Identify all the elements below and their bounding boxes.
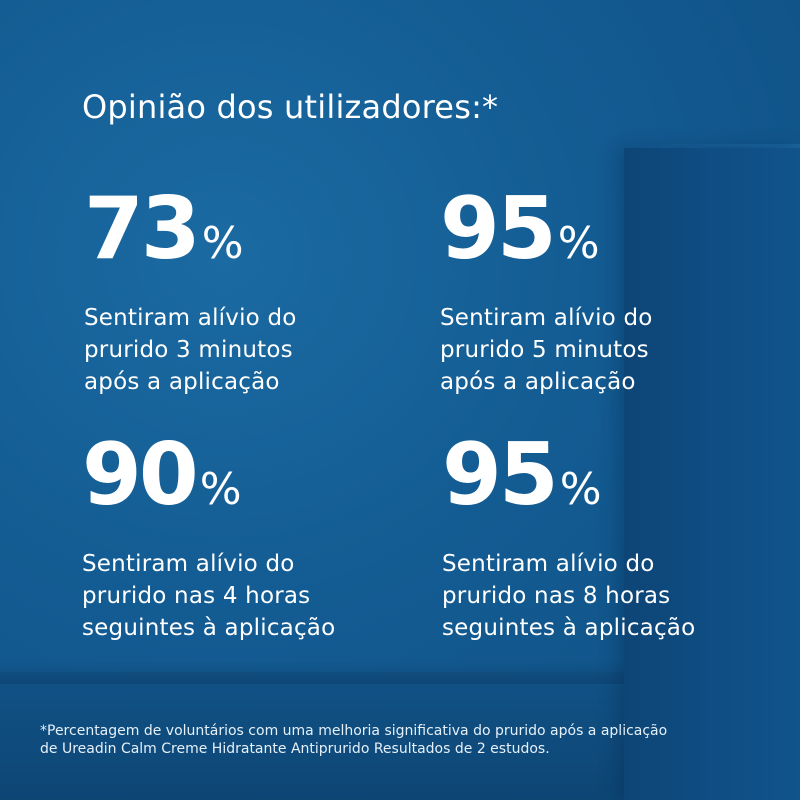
- stat-description-line: prurido 3 minutos: [84, 337, 293, 363]
- stat-description-line: Sentiram alívio do: [442, 551, 655, 577]
- footnote-line: de Ureadin Calm Creme Hidratante Antipru…: [40, 741, 550, 757]
- stat-description-line: Sentiram alívio do: [82, 551, 295, 577]
- stat-description: Sentiram alívio do prurido 3 minutos apó…: [84, 302, 414, 398]
- stat-description: Sentiram alívio do prurido nas 8 horas s…: [442, 548, 772, 644]
- stat-description-line: Sentiram alívio do: [84, 305, 297, 331]
- stat-unit: %: [199, 464, 242, 515]
- stat-description-line: após a aplicação: [440, 369, 636, 395]
- stat-number: 73: [84, 179, 201, 279]
- stat-value: 95 %: [440, 186, 770, 272]
- stat-description-line: seguintes à aplicação: [442, 615, 696, 641]
- stat-block-2: 95 % Sentiram alívio do prurido 5 minuto…: [440, 186, 770, 398]
- stat-number: 95: [440, 179, 557, 279]
- stat-number: 90: [82, 425, 199, 525]
- stat-unit: %: [557, 218, 600, 269]
- stat-description-line: prurido nas 4 horas: [82, 583, 311, 609]
- footnote-line: *Percentagem de voluntários com uma melh…: [40, 723, 668, 739]
- stat-description-line: prurido 5 minutos: [440, 337, 649, 363]
- stat-number: 95: [442, 425, 559, 525]
- stat-unit: %: [559, 464, 602, 515]
- stat-unit: %: [201, 218, 244, 269]
- backdrop-pedestal: [624, 148, 800, 800]
- stat-description: Sentiram alívio do prurido 5 minutos apó…: [440, 302, 770, 398]
- footnote: *Percentagem de voluntários com uma melh…: [40, 722, 780, 758]
- stat-value: 73 %: [84, 186, 414, 272]
- stat-description-line: após a aplicação: [84, 369, 280, 395]
- page-title: Opinião dos utilizadores:*: [82, 88, 499, 126]
- stat-description-line: prurido nas 8 horas: [442, 583, 671, 609]
- stat-block-4: 95 % Sentiram alívio do prurido nas 8 ho…: [442, 432, 772, 644]
- stat-description: Sentiram alívio do prurido nas 4 horas s…: [82, 548, 412, 644]
- backdrop-pedestal-top: [624, 144, 800, 150]
- stat-description-line: Sentiram alívio do: [440, 305, 653, 331]
- stat-description-line: seguintes à aplicação: [82, 615, 336, 641]
- stat-block-3: 90 % Sentiram alívio do prurido nas 4 ho…: [82, 432, 412, 644]
- stat-value: 95 %: [442, 432, 772, 518]
- stat-value: 90 %: [82, 432, 412, 518]
- stat-block-1: 73 % Sentiram alívio do prurido 3 minuto…: [84, 186, 414, 398]
